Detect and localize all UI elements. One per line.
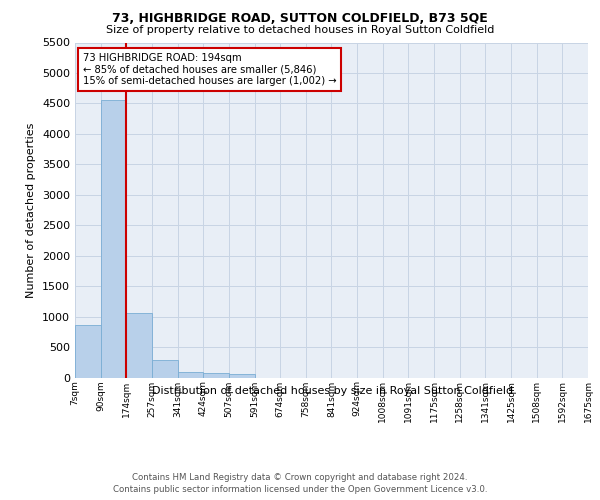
Bar — [178, 372, 203, 378]
Text: 73, HIGHBRIDGE ROAD, SUTTON COLDFIELD, B73 5QE: 73, HIGHBRIDGE ROAD, SUTTON COLDFIELD, B… — [112, 12, 488, 24]
Text: Contains HM Land Registry data © Crown copyright and database right 2024.
Contai: Contains HM Land Registry data © Crown c… — [113, 472, 487, 494]
Y-axis label: Number of detached properties: Number of detached properties — [26, 122, 37, 298]
Bar — [75, 324, 101, 378]
Text: 73 HIGHBRIDGE ROAD: 194sqm
← 85% of detached houses are smaller (5,846)
15% of s: 73 HIGHBRIDGE ROAD: 194sqm ← 85% of deta… — [83, 52, 337, 86]
Bar — [203, 373, 229, 378]
Text: Distribution of detached houses by size in Royal Sutton Coldfield: Distribution of detached houses by size … — [152, 386, 514, 396]
Bar — [127, 313, 152, 378]
Text: Size of property relative to detached houses in Royal Sutton Coldfield: Size of property relative to detached ho… — [106, 25, 494, 35]
Bar — [152, 360, 178, 378]
Bar — [229, 374, 254, 378]
Bar — [101, 100, 127, 377]
